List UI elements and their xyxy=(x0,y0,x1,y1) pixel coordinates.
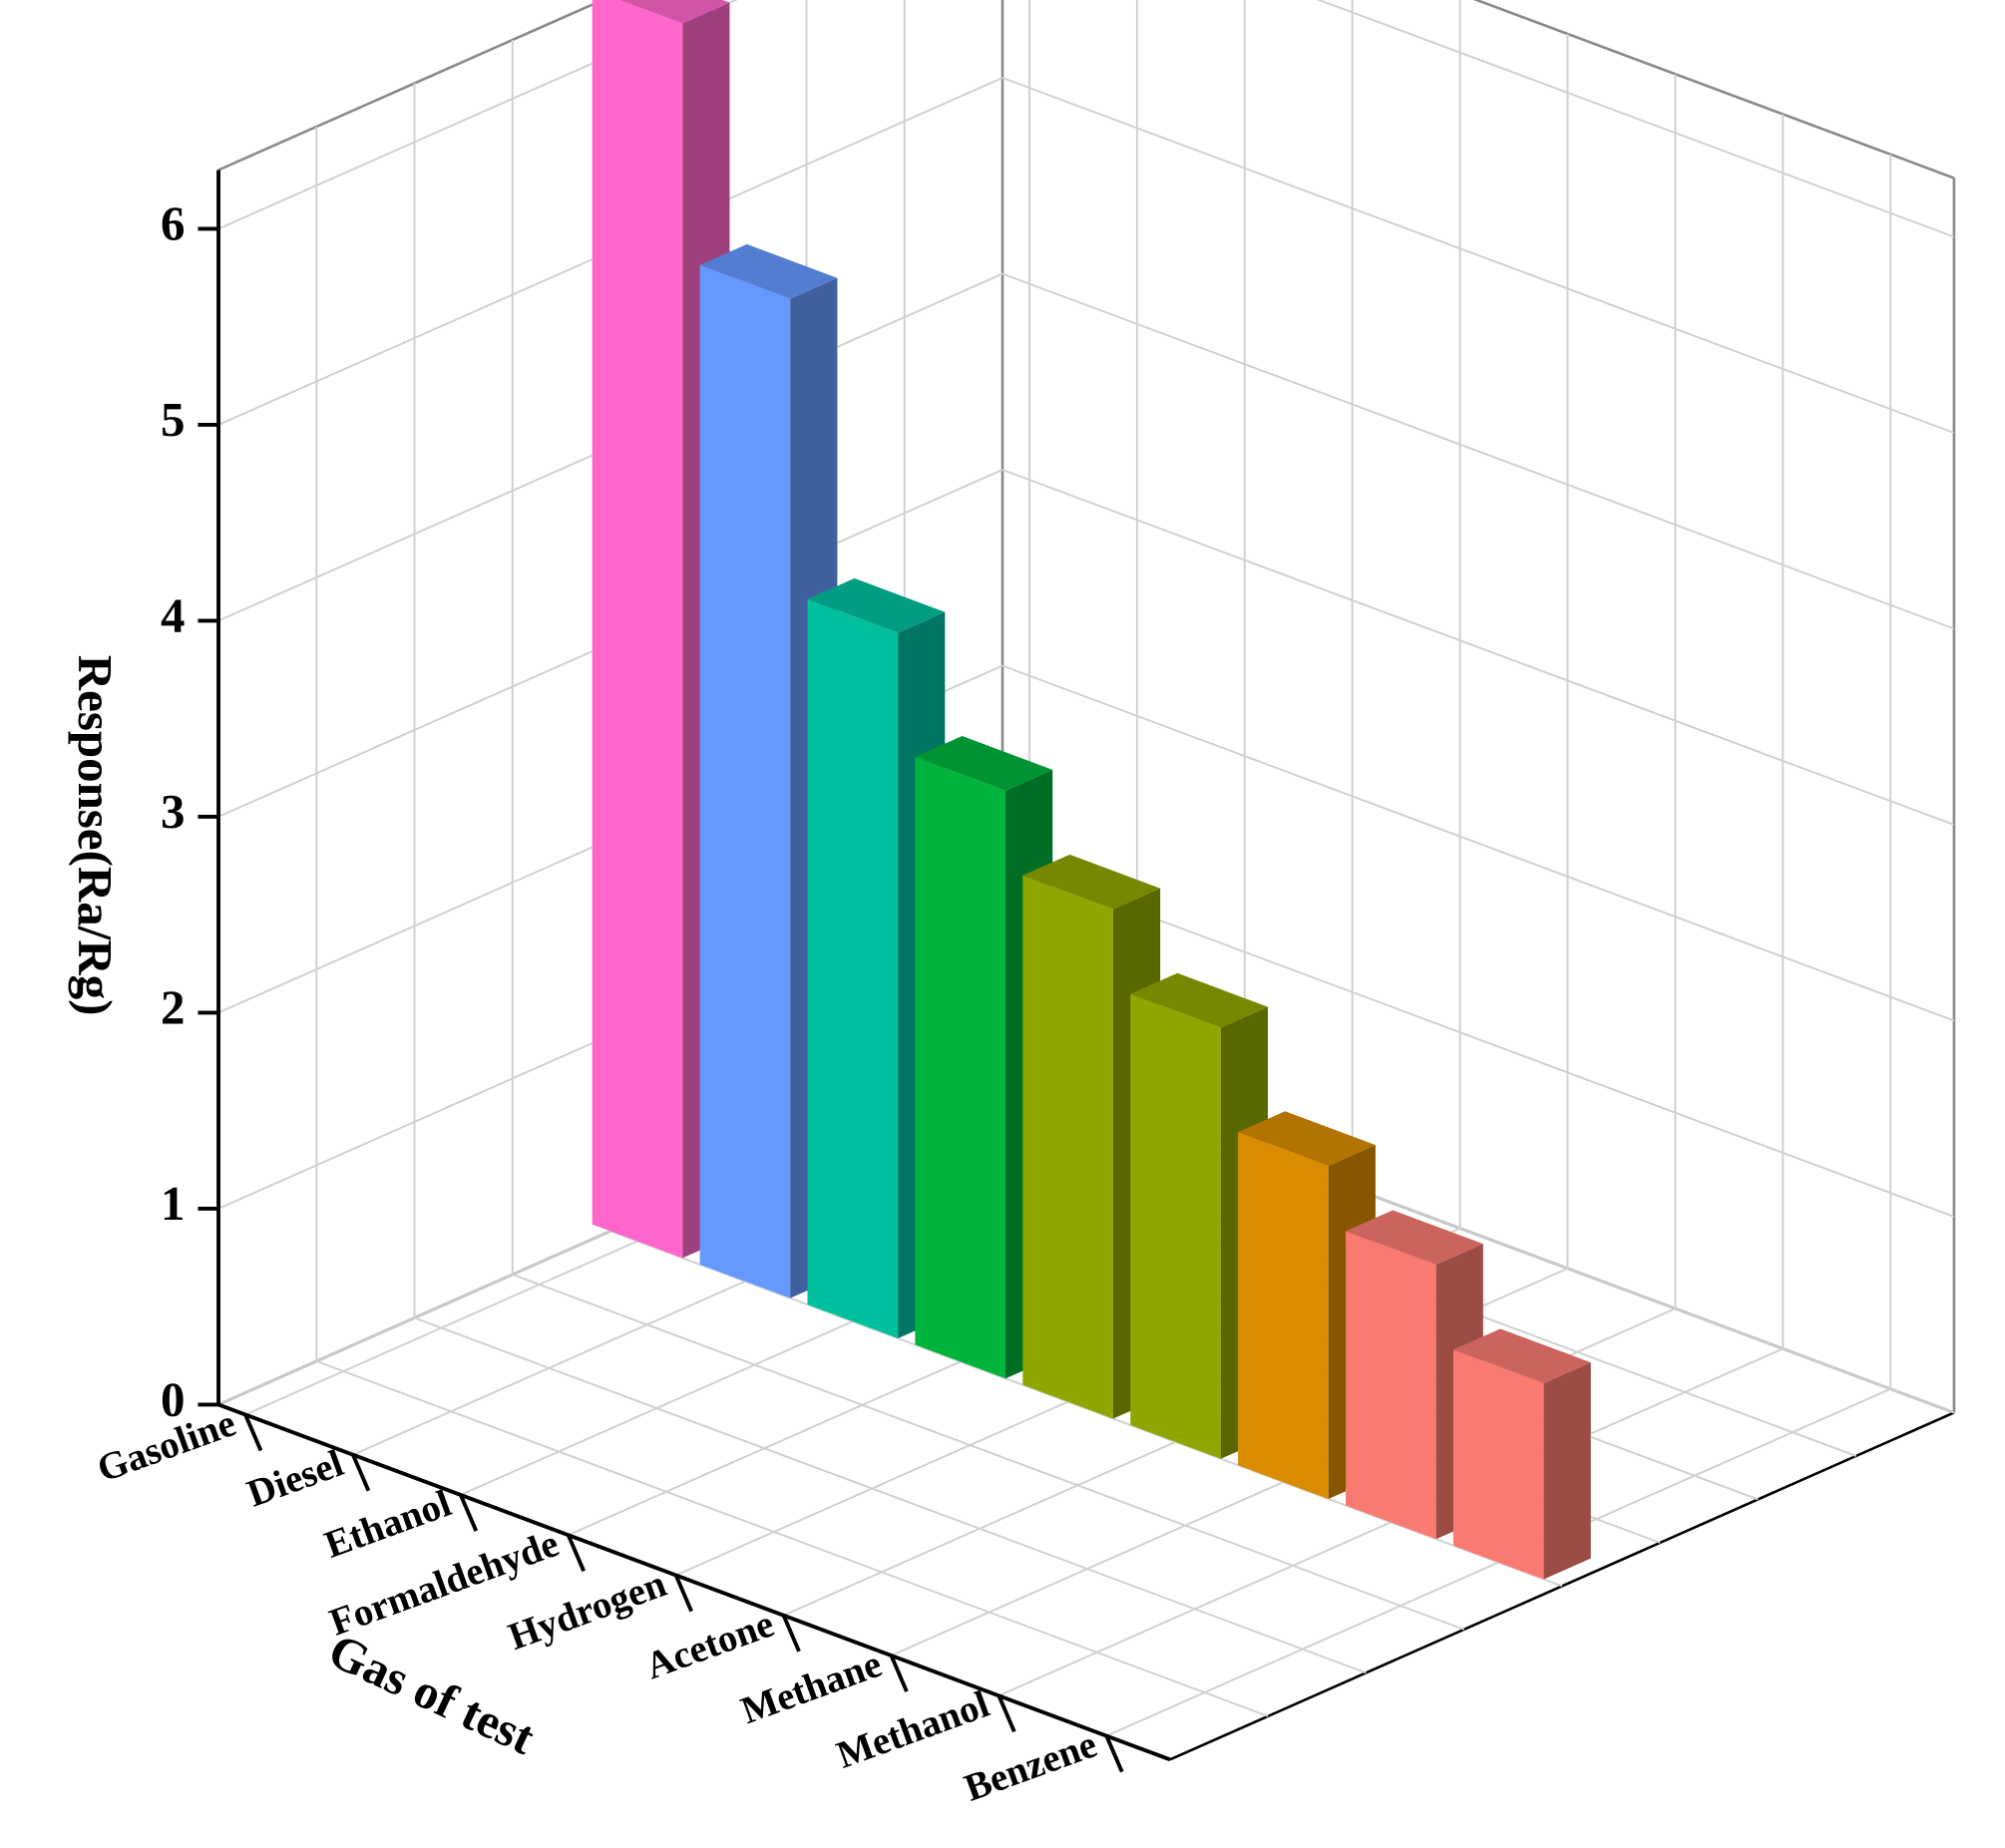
x-axis-label: Gas of test xyxy=(320,1623,543,1765)
x-tick xyxy=(673,1574,693,1613)
bar-top xyxy=(1452,1328,1591,1384)
x-tick xyxy=(889,1655,909,1692)
bar-top xyxy=(1238,1111,1376,1166)
x-tick-label: Methanol xyxy=(832,1683,996,1777)
bar-front xyxy=(1130,993,1221,1459)
x-tick xyxy=(243,1413,263,1452)
x-tick xyxy=(1104,1734,1124,1773)
bar-side xyxy=(1543,1362,1591,1580)
bar-front xyxy=(915,756,1006,1379)
grid-line xyxy=(1002,272,1955,630)
x-tick-label: Ethanol xyxy=(319,1483,457,1567)
bar-front xyxy=(1022,875,1113,1419)
y-tick-label: 1 xyxy=(161,1176,185,1231)
bar-top xyxy=(915,736,1053,791)
grid-line xyxy=(512,1274,1465,1631)
wall-edge xyxy=(1472,0,1955,180)
grid-line xyxy=(1002,664,1955,1022)
x-tick xyxy=(566,1534,586,1573)
x-tick xyxy=(997,1694,1016,1733)
bar-top xyxy=(699,243,838,299)
bar-front xyxy=(1346,1231,1436,1540)
y-tick-label: 5 xyxy=(161,392,185,447)
bar-top xyxy=(1022,854,1161,910)
bar-top xyxy=(807,577,946,633)
y-tick-label: 2 xyxy=(161,980,185,1035)
x-tick-label: Benzene xyxy=(960,1723,1102,1809)
bar-front xyxy=(592,0,683,1259)
x-axis xyxy=(217,1402,1171,1762)
grid-line xyxy=(1002,469,1955,826)
bar-front xyxy=(1238,1132,1329,1500)
grid-line xyxy=(414,1316,1367,1674)
grid-line xyxy=(1002,861,1955,1218)
y-tick-label: 0 xyxy=(161,1372,185,1427)
x-tick xyxy=(459,1494,479,1532)
bar-front xyxy=(699,264,791,1298)
x-tick-label: Methane xyxy=(736,1644,888,1732)
x-tick xyxy=(781,1615,801,1653)
wall-edge xyxy=(217,0,606,172)
y-tick-label: 3 xyxy=(161,784,185,839)
x-tick-label: Acetone xyxy=(640,1603,779,1687)
grid-line xyxy=(1316,0,1955,238)
bar-top xyxy=(1346,1210,1483,1266)
grid-line xyxy=(609,1230,1563,1588)
bar-top xyxy=(619,0,730,24)
bar-front xyxy=(807,598,899,1338)
y-tick-label: 6 xyxy=(161,196,185,251)
bar-top xyxy=(1130,972,1269,1028)
grid-line xyxy=(315,1359,1269,1717)
y-axis-label: Response(Ra/Rg) xyxy=(68,655,123,1016)
grid-line xyxy=(1002,77,1955,434)
x-tick-label: Diesel xyxy=(242,1442,349,1515)
x-tick xyxy=(351,1453,371,1492)
bar-front xyxy=(1452,1349,1544,1580)
x-tick-label: Hydrogen xyxy=(503,1563,671,1659)
y-tick-label: 4 xyxy=(161,588,185,643)
